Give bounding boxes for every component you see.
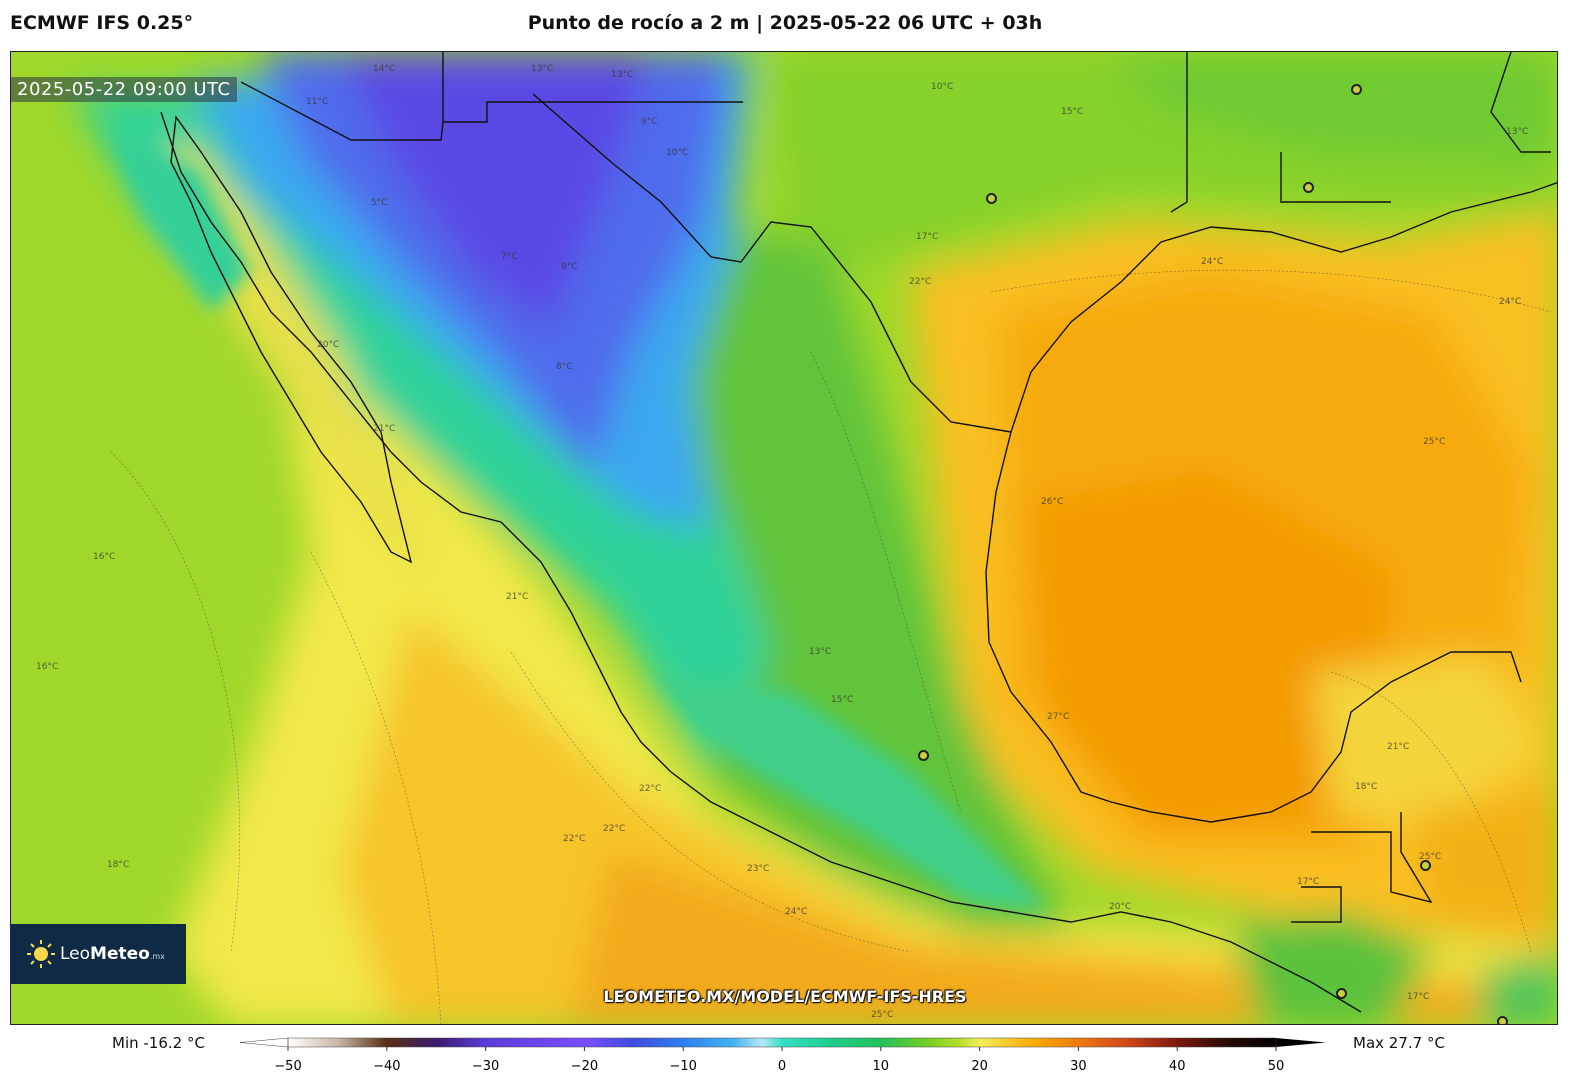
contour-label: 23°C bbox=[747, 864, 770, 874]
max-value-label: Max 27.7 °C bbox=[1353, 1034, 1445, 1052]
contour-label: 20°C bbox=[317, 340, 340, 350]
contour-label: 18°C bbox=[107, 860, 130, 870]
contour-label: 13°C bbox=[531, 64, 554, 74]
contour-label: 10°C bbox=[666, 148, 689, 158]
min-value-label: Min -16.2 °C bbox=[112, 1034, 205, 1052]
model-label: ECMWF IFS 0.25° bbox=[10, 12, 194, 34]
source-url: LEOMETEO.MX/MODEL/ECMWF-IFS-HRES bbox=[603, 987, 967, 1006]
city-marker[interactable] bbox=[986, 193, 997, 204]
colorbar-tick-label: 40 bbox=[1169, 1059, 1186, 1074]
contour-label: 11°C bbox=[306, 97, 329, 107]
valid-time-badge: 2025-05-22 09:00 UTC bbox=[11, 77, 237, 102]
colorbar-gradient bbox=[288, 1038, 1276, 1047]
contour-label: 13°C bbox=[809, 647, 832, 657]
contour-label: 16°C bbox=[36, 662, 59, 672]
colorbar: −50 −40 −30 −20 −10 0 10 20 30 40 50 bbox=[240, 1037, 1326, 1074]
contour-label: 27°C bbox=[1047, 712, 1070, 722]
city-marker[interactable] bbox=[1351, 84, 1362, 95]
contour-label: 15°C bbox=[1061, 107, 1084, 117]
contour-label: 26°C bbox=[1041, 497, 1064, 507]
contour-label: 25°C bbox=[1419, 852, 1442, 862]
colorbar-tick-label: −40 bbox=[373, 1059, 400, 1074]
contour-label: 14°C bbox=[373, 64, 396, 74]
city-marker[interactable] bbox=[918, 750, 929, 761]
contour-label: 24°C bbox=[785, 907, 808, 917]
contour-label: 25°C bbox=[871, 1010, 894, 1020]
contour-label: 21°C bbox=[373, 424, 396, 434]
contour-label: 24°C bbox=[1201, 257, 1224, 267]
contour-label: 22°C bbox=[639, 784, 662, 794]
borders bbox=[160, 52, 1557, 1013]
colorbar-high-extension bbox=[1276, 1038, 1326, 1047]
contour-label: 22°C bbox=[563, 834, 586, 844]
contour-label: 7°C bbox=[501, 252, 518, 262]
contour-label: 17°C bbox=[1297, 877, 1320, 887]
logo-wordmark: LeoMeteo.mx bbox=[60, 944, 165, 964]
colorbar-low-extension bbox=[240, 1037, 289, 1048]
colorbar-tick-label: −20 bbox=[571, 1059, 598, 1074]
contour-label: 5°C bbox=[371, 198, 388, 208]
contour-label: 18°C bbox=[1355, 782, 1378, 792]
map-frame[interactable]: 2025-05-22 09:00 UTC 14°C 13°C 13°C 9°C … bbox=[10, 51, 1558, 1025]
contour-lines bbox=[110, 269, 1552, 1024]
colorbar-tick-label: 20 bbox=[971, 1059, 988, 1074]
contour-label: 9°C bbox=[561, 262, 578, 272]
contour-label: 15°C bbox=[831, 695, 854, 705]
city-marker[interactable] bbox=[1336, 988, 1347, 999]
dewpoint-map bbox=[11, 52, 1557, 1024]
city-marker[interactable] bbox=[1497, 1016, 1508, 1024]
colorbar-tick-label: −30 bbox=[472, 1059, 499, 1074]
colorbar-tick-label: 50 bbox=[1268, 1059, 1285, 1074]
contour-label: 21°C bbox=[1387, 742, 1410, 752]
colorbar-tick-label: −50 bbox=[274, 1059, 301, 1074]
city-marker[interactable] bbox=[1420, 860, 1431, 871]
map-title: Punto de rocío a 2 m | 2025-05-22 06 UTC… bbox=[527, 12, 1043, 34]
contour-label: 13°C bbox=[1506, 127, 1529, 137]
contour-label: 8°C bbox=[556, 362, 573, 372]
city-marker[interactable] bbox=[1303, 182, 1314, 193]
contour-label: 17°C bbox=[916, 232, 939, 242]
contour-label: 16°C bbox=[93, 552, 116, 562]
contour-label: 22°C bbox=[909, 277, 932, 287]
contour-label: 17°C bbox=[1407, 992, 1430, 1002]
contour-label: 21°C bbox=[506, 592, 529, 602]
leometeo-logo[interactable]: LeoMeteo.mx bbox=[10, 924, 186, 984]
colorbar-tick-label: 30 bbox=[1070, 1059, 1087, 1074]
colorbar-tick-label: −10 bbox=[669, 1059, 696, 1074]
contour-label: 13°C bbox=[611, 70, 634, 80]
colorbar-tick-label: 0 bbox=[778, 1059, 786, 1074]
contour-label: 10°C bbox=[931, 82, 954, 92]
contour-label: 9°C bbox=[641, 117, 658, 127]
contour-label: 20°C bbox=[1109, 902, 1132, 912]
contour-label: 22°C bbox=[603, 824, 626, 834]
contour-label: 25°C bbox=[1423, 437, 1446, 447]
contour-label: 24°C bbox=[1499, 297, 1522, 307]
sun-icon bbox=[27, 940, 55, 968]
colorbar-tick-label: 10 bbox=[873, 1059, 890, 1074]
